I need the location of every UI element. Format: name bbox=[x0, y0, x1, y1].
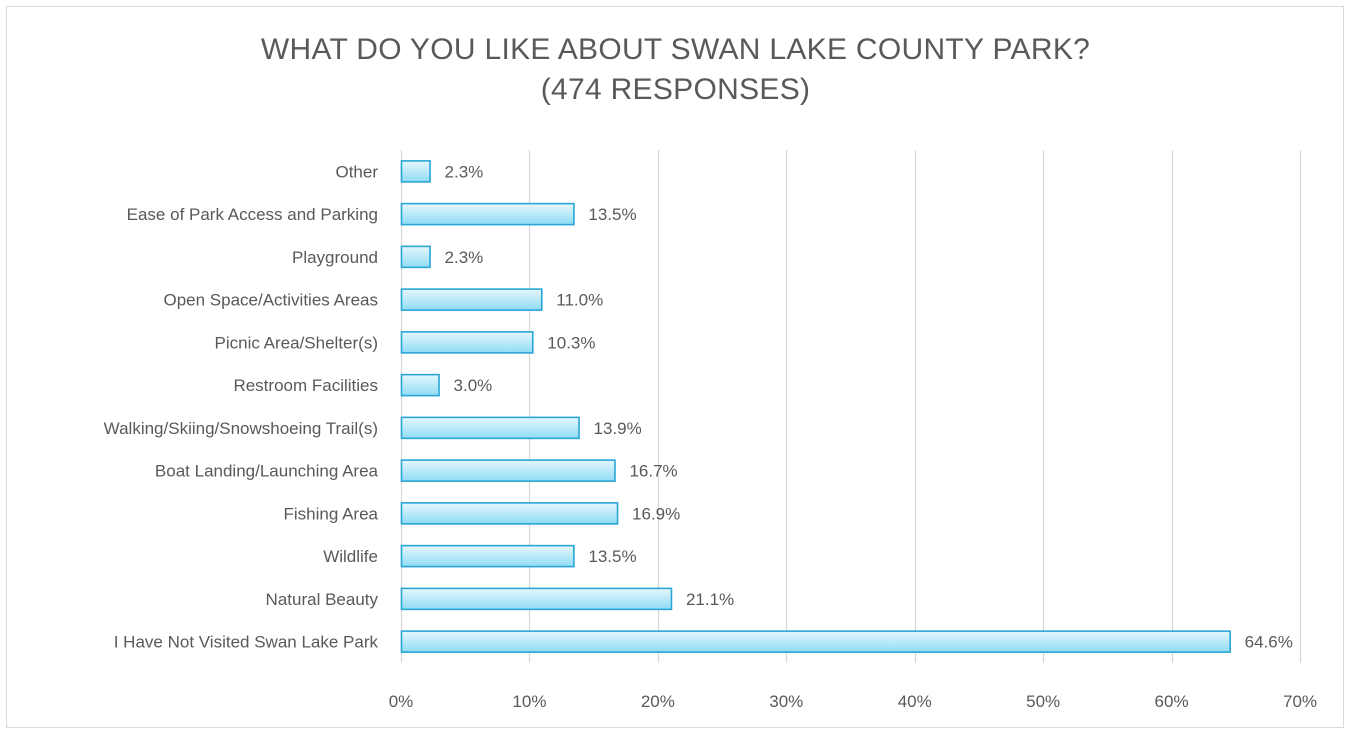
category-label: I Have Not Visited Swan Lake Park bbox=[114, 633, 379, 652]
bar bbox=[400, 502, 619, 525]
bar bbox=[400, 416, 580, 440]
category-label: Ease of Park Access and Parking bbox=[127, 205, 378, 224]
x-tick-label: 40% bbox=[898, 692, 932, 711]
x-tick-label: 30% bbox=[769, 692, 803, 711]
data-label: 64.6% bbox=[1245, 633, 1293, 652]
data-label: 11.0% bbox=[556, 291, 603, 310]
category-label: Wildlife bbox=[323, 547, 378, 566]
bar bbox=[400, 245, 431, 269]
data-label: 2.3% bbox=[445, 162, 484, 181]
bar bbox=[400, 288, 543, 311]
x-tick-label: 0% bbox=[389, 692, 414, 711]
x-tick-labels: 0% 10% 20% 30% 40% 50% 60% 70% bbox=[389, 692, 1317, 711]
bar bbox=[400, 331, 534, 354]
x-tick-label: 70% bbox=[1283, 692, 1317, 711]
bar bbox=[400, 373, 440, 397]
bars bbox=[400, 160, 1231, 653]
data-label: 13.5% bbox=[588, 205, 636, 224]
x-tick-label: 50% bbox=[1026, 692, 1060, 711]
bar bbox=[400, 202, 575, 226]
bar bbox=[400, 587, 673, 611]
chart-subtitle-line: (474 RESPONSES) bbox=[540, 73, 811, 106]
category-label: Fishing Area bbox=[284, 504, 379, 523]
data-label: 3.0% bbox=[454, 376, 493, 395]
category-labels: Other Ease of Park Access and Parking Play… bbox=[104, 162, 379, 651]
chart-title: WHAT DO YOU LIKE ABOUT SWAN LAKE COUNTY … bbox=[0, 30, 1351, 110]
data-label: 13.5% bbox=[588, 547, 636, 566]
x-tick-label: 10% bbox=[512, 692, 546, 711]
data-labels: 2.3% 13.5% 2.3% 11.0% 10.3% 3.0% 13.9% 16.7% 16.… bbox=[445, 162, 1293, 651]
bar bbox=[400, 160, 431, 183]
bar bbox=[400, 630, 1231, 653]
data-label: 21.1% bbox=[686, 590, 734, 609]
bar bbox=[400, 544, 575, 568]
data-label: 2.3% bbox=[445, 248, 484, 267]
chart-area bbox=[6, 6, 1344, 728]
category-label: Restroom Facilities bbox=[233, 376, 378, 395]
data-label: 10.3% bbox=[547, 333, 595, 352]
category-label: Natural Beauty bbox=[266, 590, 379, 609]
category-label: Playground bbox=[292, 248, 378, 267]
bar bbox=[400, 459, 616, 482]
data-label: 13.9% bbox=[594, 419, 642, 438]
x-tick-label: 20% bbox=[641, 692, 675, 711]
x-tick-label: 60% bbox=[1155, 692, 1189, 711]
category-label: Open Space/Activities Areas bbox=[163, 291, 378, 310]
data-label: 16.9% bbox=[632, 504, 680, 523]
category-label: Other bbox=[335, 162, 378, 181]
data-label: 16.7% bbox=[629, 462, 677, 481]
category-label: Boat Landing/Launching Area bbox=[155, 462, 379, 481]
gridlines bbox=[400, 150, 1302, 663]
chart-title-line: WHAT DO YOU LIKE ABOUT SWAN LAKE COUNTY … bbox=[260, 33, 1091, 66]
category-label: Picnic Area/Shelter(s) bbox=[215, 333, 378, 352]
category-label: Walking/Skiing/Snowshoeing Trail(s) bbox=[104, 419, 378, 438]
